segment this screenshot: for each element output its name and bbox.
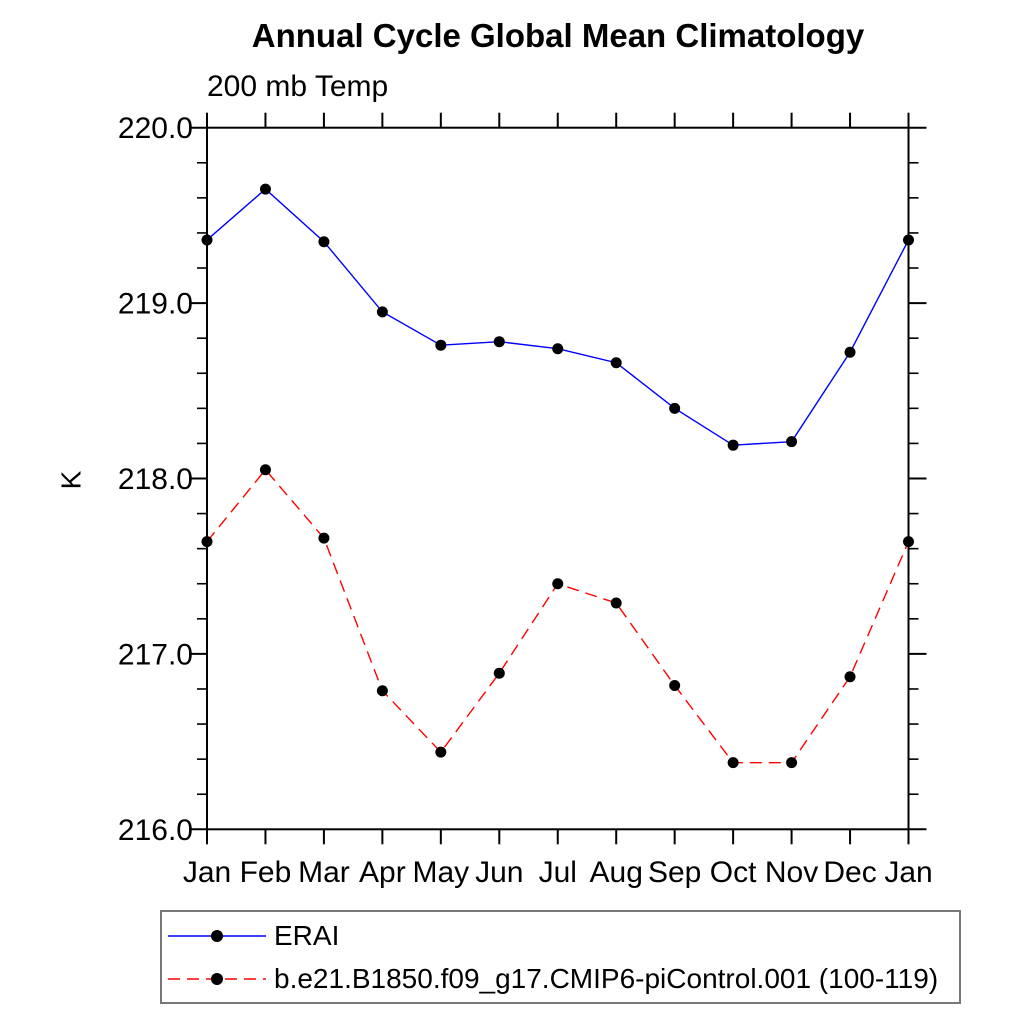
x-tick-label: Jan [884,856,932,889]
model-marker-dot [727,757,739,769]
model-marker-dot [669,679,681,691]
erai-line-sample [168,929,266,942]
chart-title: Annual Cycle Global Mean Climatology [251,17,865,54]
legend-label-model: b.e21.B1850.f09_g17.CMIP6-piControl.001 … [274,962,939,994]
x-tick-label: Jun [475,856,523,889]
model-marker-dot [786,757,798,769]
model-marker-dot [318,532,330,544]
x-tick-label: Apr [359,856,406,889]
erai-marker-dot [610,357,622,369]
model-marker-dot [376,685,388,697]
erai-marker-dot [786,436,798,448]
y-tick-label: 218.0 [118,463,193,496]
y-tick-label: 219.0 [118,288,193,321]
legend: ERAI b.e21.B1850.f09_g17.CMIP6-piControl… [160,910,961,1004]
x-tick-label: Jan [183,856,231,889]
erai-marker-dot [376,306,388,318]
y-tick-label: 220.0 [118,112,193,145]
legend-item-model: b.e21.B1850.f09_g17.CMIP6-piControl.001 … [166,960,959,998]
plot-frame [206,126,910,831]
erai-marker-dot [903,234,914,246]
y-tick-label: 217.0 [118,638,193,671]
model-marker-dot [903,536,914,548]
model-marker-dot [259,464,271,476]
erai-line [206,188,910,446]
model-line [206,468,910,764]
x-tick-label: Jul [539,856,577,889]
x-tick-label: Dec [823,856,876,889]
x-tick-label: Sep [648,856,701,889]
erai-marker-dot [493,336,505,348]
model-line-sample [168,972,266,985]
erai-marker-dot [435,339,447,351]
model-marker-dot [844,671,856,683]
model-marker-dot [610,597,622,609]
erai-sample-marker-dot [211,929,223,942]
erai-marker-dot [669,402,681,414]
x-tick-label: May [412,856,469,889]
x-tick-label: Nov [765,856,818,889]
erai-marker-dot [259,183,271,195]
model-marker-dot [493,667,505,679]
model-sample-marker-dot [211,972,223,985]
model-marker-dot [552,578,564,590]
erai-marker-dot [844,346,856,358]
erai-marker-dot [552,343,564,355]
erai-marker-dot [727,439,739,451]
model-marker-dot [201,536,213,548]
x-tick-label: Feb [240,856,292,889]
erai-marker-dot [201,234,213,246]
y-tick-label: 216.0 [118,814,193,847]
chart-subtitle: 200 mb Temp [207,70,389,103]
erai-marker-dot [318,236,330,248]
x-tick-label: Oct [710,856,757,889]
model-marker-dot [435,746,447,758]
x-tick-label: Aug [590,856,643,889]
legend-label-erai: ERAI [274,919,340,951]
x-tick-label: Mar [298,856,350,889]
legend-item-erai: ERAI [166,917,959,955]
